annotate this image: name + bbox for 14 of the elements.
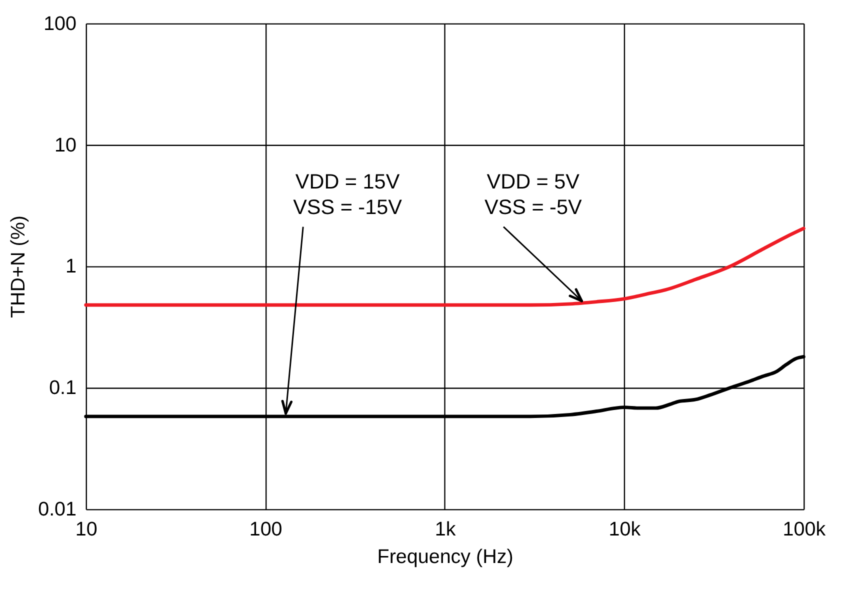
- x-axis-title: Frequency (Hz): [377, 546, 514, 568]
- y-axis-title: THD+N (%): [7, 216, 30, 318]
- y-tick-label: 0.1: [49, 377, 77, 400]
- annotation: VDD = 15V VSS = -15V: [293, 170, 402, 219]
- x-tick-label: 100: [249, 518, 282, 540]
- annotation: VDD = 5V VSS = -5V: [484, 170, 582, 219]
- y-tick-label: 100: [44, 12, 77, 35]
- x-tick-label: 1k: [434, 518, 456, 540]
- x-tick-label: 100k: [782, 518, 826, 540]
- y-tick-label: 0.01: [38, 498, 77, 521]
- y-tick-label: 10: [54, 134, 77, 156]
- y-tick-label: 1: [66, 256, 77, 278]
- x-tick-label: 10k: [608, 518, 641, 540]
- x-tick-label: 10: [75, 518, 98, 540]
